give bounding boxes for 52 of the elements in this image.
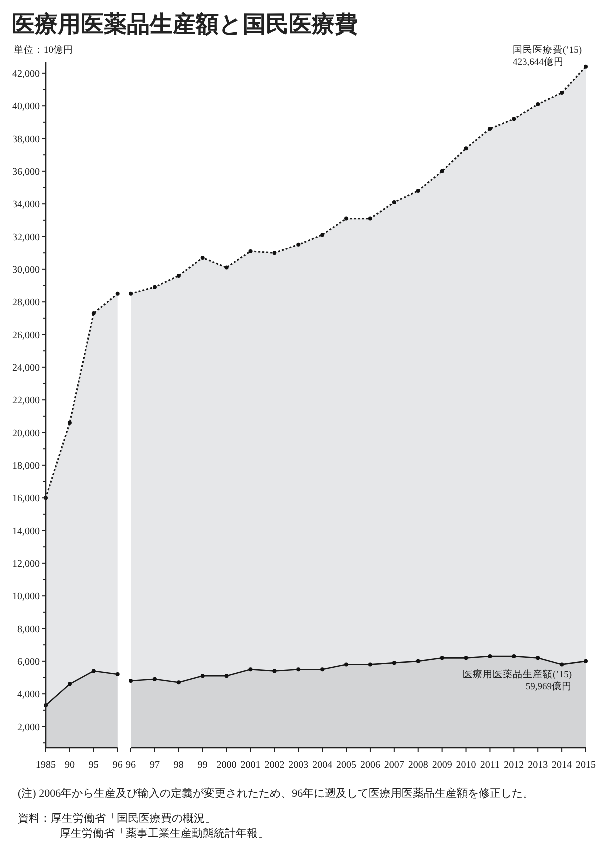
annotation: 国民医療費(’15) 423,644億円 (513, 44, 582, 68)
x-tick-label: 97 (150, 760, 160, 771)
y-tick-label: 30,000 (12, 264, 40, 276)
x-tick-label: 2000 (216, 760, 237, 771)
y-tick-label: 18,000 (12, 460, 40, 472)
y-tick-label: 42,000 (12, 68, 40, 80)
y-tick-label: 14,000 (12, 526, 40, 538)
x-tick-label: 99 (198, 760, 208, 771)
y-axis-title: 単位：10億円 (14, 44, 74, 56)
x-tick-label: 2007 (384, 760, 404, 771)
text: 厚生労働省「薬事工業生産動態統計年報」 (60, 827, 269, 840)
x-tick-label: 2011 (480, 760, 500, 771)
y-tick-label: 28,000 (12, 298, 40, 309)
y-tick-label: 2,000 (18, 722, 40, 734)
x-tick-label: 2006 (360, 760, 380, 771)
chart-title: 医療用医薬品生産額と国民医療費 (12, 11, 358, 38)
y-tick-label: 24,000 (12, 362, 40, 374)
x-tick-label: 90 (64, 760, 75, 771)
x-tick-label: 95 (88, 760, 99, 771)
x-tick-label: 2002 (264, 760, 285, 771)
y-tick-label: 16,000 (12, 494, 40, 505)
y-tick-label: 6,000 (18, 656, 40, 668)
text: 資料：厚生労働省「国民医療費の概況」 (18, 812, 216, 825)
y-tick-label: 26,000 (12, 330, 40, 342)
x-tick-label: 2010 (456, 760, 476, 771)
y-tick-label: 32,000 (12, 232, 40, 244)
x-tick-label: 2004 (312, 760, 333, 771)
text: (注) 2006年から生産及び輸入の定義が変更されたため、96年に遡及して医療用医薬品生産額を修正した。 (18, 787, 534, 800)
y-tick-label: 34,000 (12, 200, 40, 211)
x-tick-label: 2005 (336, 760, 357, 771)
annotation: 医療用医薬品生産額(’15) 59,969億円 (463, 668, 572, 692)
x-tick-label: 2001 (240, 760, 261, 771)
x-tick-label: 2012 (504, 760, 524, 771)
x-tick-label: 96 (112, 760, 123, 771)
x-tick-label: 96 (126, 760, 136, 771)
x-tick-label: 1985 (36, 760, 56, 771)
x-tick-label: 2014 (552, 760, 572, 771)
y-tick-label: 12,000 (12, 558, 40, 570)
y-tick-label: 20,000 (12, 428, 40, 440)
x-tick-label: 2009 (432, 760, 452, 771)
y-tick-label: 38,000 (12, 134, 40, 146)
y-tick-label: 22,000 (12, 396, 40, 407)
y-tick-label: 4,000 (18, 690, 40, 701)
x-tick-label: 2013 (528, 760, 548, 771)
x-tick-label: 98 (174, 760, 184, 771)
x-tick-label: 2015 (576, 760, 596, 771)
y-tick-label: 8,000 (18, 624, 40, 636)
y-tick-label: 36,000 (12, 166, 40, 178)
x-tick-label: 2008 (408, 760, 428, 771)
x-tick-label: 2003 (288, 760, 309, 771)
y-tick-label: 10,000 (12, 592, 40, 603)
y-tick-label: 40,000 (12, 102, 40, 113)
